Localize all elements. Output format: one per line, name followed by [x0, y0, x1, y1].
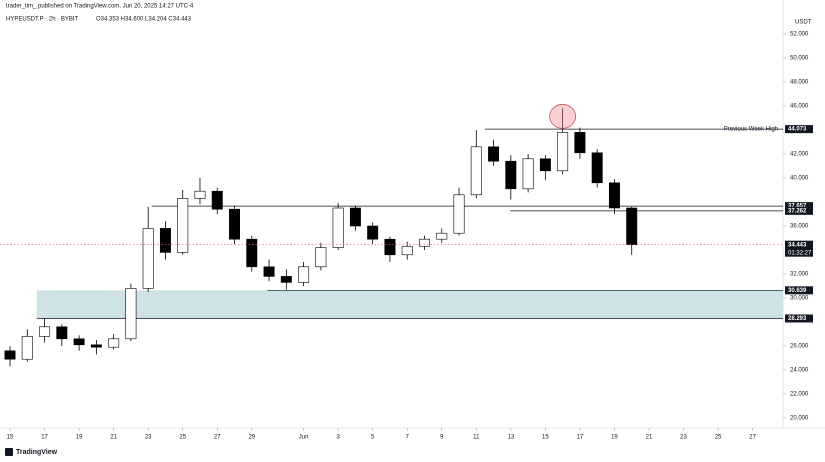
level-label-box — [785, 286, 813, 295]
level-label: 44.073 — [788, 127, 807, 133]
candle-body — [73, 338, 85, 346]
x-tick-label: 15 — [7, 435, 14, 441]
x-tick-label: Jun — [299, 435, 309, 441]
x-tick-label: 15 — [542, 435, 549, 441]
y-tick-label: 26.000 — [790, 344, 809, 350]
currency: USDT — [795, 20, 812, 26]
candle-body — [349, 207, 361, 227]
candle-body — [280, 276, 292, 283]
y-tick-label: 24.000 — [790, 368, 809, 374]
y-tick-label: 52.000 — [790, 32, 809, 38]
x-tick-label: 27 — [214, 435, 221, 441]
x-tick-label: 3 — [336, 435, 340, 441]
candle-body — [263, 266, 275, 277]
y-tick-label: 50.000 — [790, 56, 809, 62]
ohlc-readout: O34.353 H34.600 L34.204 C34.443 — [96, 17, 192, 23]
x-tick-label: 23 — [145, 435, 152, 441]
candle-body — [626, 207, 638, 245]
candle-body — [505, 160, 517, 190]
candle-body — [159, 228, 171, 253]
candle-body — [436, 232, 448, 240]
candle-body — [90, 344, 102, 348]
last-price-box — [785, 240, 813, 257]
x-tick-label: 19 — [611, 435, 618, 441]
candle-body — [522, 158, 534, 190]
level-label: 28.293 — [788, 316, 807, 322]
level-label: 30.639 — [788, 288, 807, 294]
candle-body — [56, 326, 68, 340]
peak-highlight — [549, 104, 576, 129]
brand: TradingView — [16, 449, 58, 456]
candle-body — [332, 207, 344, 248]
symbol: HYPEUSDT.P · 2h · BYBIT — [6, 17, 79, 23]
candle-body — [21, 336, 33, 360]
candle-body — [142, 228, 154, 289]
x-tick-label: 5 — [371, 435, 375, 441]
x-tick-label: 29 — [248, 435, 255, 441]
candle-body — [591, 152, 603, 184]
x-tick-label: 17 — [577, 435, 584, 441]
candle-body — [470, 146, 482, 196]
last-price-label: 34.443 — [788, 242, 807, 248]
x-tick-label: 17 — [41, 435, 48, 441]
x-tick-label: 25 — [715, 435, 722, 441]
x-tick-label: 9 — [440, 435, 444, 441]
candle-body — [194, 190, 206, 199]
level-label-box — [785, 206, 813, 215]
demand-zone — [36, 290, 784, 319]
y-tick-label: 20.000 — [790, 416, 809, 422]
candle-body — [315, 247, 327, 268]
candle-body — [557, 132, 569, 172]
candle-body — [608, 182, 620, 209]
candle-body — [246, 238, 258, 268]
x-tick-label: 23 — [680, 435, 687, 441]
y-tick-label: 22.000 — [790, 392, 809, 398]
y-tick-label: 48.000 — [790, 80, 809, 86]
publisher: trader_tim_ published on TradingView.com… — [6, 4, 194, 10]
x-tick-label: 13 — [507, 435, 514, 441]
x-tick-label: 19 — [76, 435, 83, 441]
candle-body — [298, 266, 310, 283]
candle-body — [574, 132, 586, 154]
candle-body — [488, 146, 500, 162]
candle-body — [108, 338, 120, 348]
level-label-box — [785, 202, 813, 211]
y-tick-label: 46.000 — [790, 104, 809, 110]
x-tick-label: 21 — [646, 435, 653, 441]
candle-body — [453, 194, 465, 234]
y-tick-label: 30.000 — [790, 296, 809, 302]
x-tick-label: 7 — [406, 435, 410, 441]
x-tick-label: 11 — [473, 435, 480, 441]
x-tick-label: 21 — [110, 435, 117, 441]
y-tick-label: 40.000 — [790, 176, 809, 182]
brand-logo — [5, 448, 13, 456]
y-tick-label: 42.000 — [790, 152, 809, 158]
candle-body — [229, 208, 241, 240]
y-tick-label: 36.000 — [790, 224, 809, 230]
level-label: 37.262 — [788, 208, 807, 214]
candle-body — [177, 198, 189, 253]
x-tick-label: 25 — [179, 435, 186, 441]
candle-body — [125, 288, 137, 340]
candle-body — [39, 326, 51, 337]
y-tick-label: 32.000 — [790, 272, 809, 278]
candle-body — [367, 225, 379, 240]
candle-body — [539, 158, 551, 172]
candle-body — [419, 238, 430, 247]
candle-body — [4, 350, 16, 360]
candle-body — [384, 238, 396, 256]
countdown: 01:32:27 — [788, 250, 812, 256]
level-label: 37.657 — [788, 204, 807, 210]
candle-body — [401, 246, 413, 256]
level-label-box — [785, 314, 813, 323]
level-label-box — [785, 125, 813, 134]
x-tick-label: 27 — [749, 435, 756, 441]
candle-body — [211, 190, 223, 210]
level-text: Previous Week High — [724, 127, 778, 133]
